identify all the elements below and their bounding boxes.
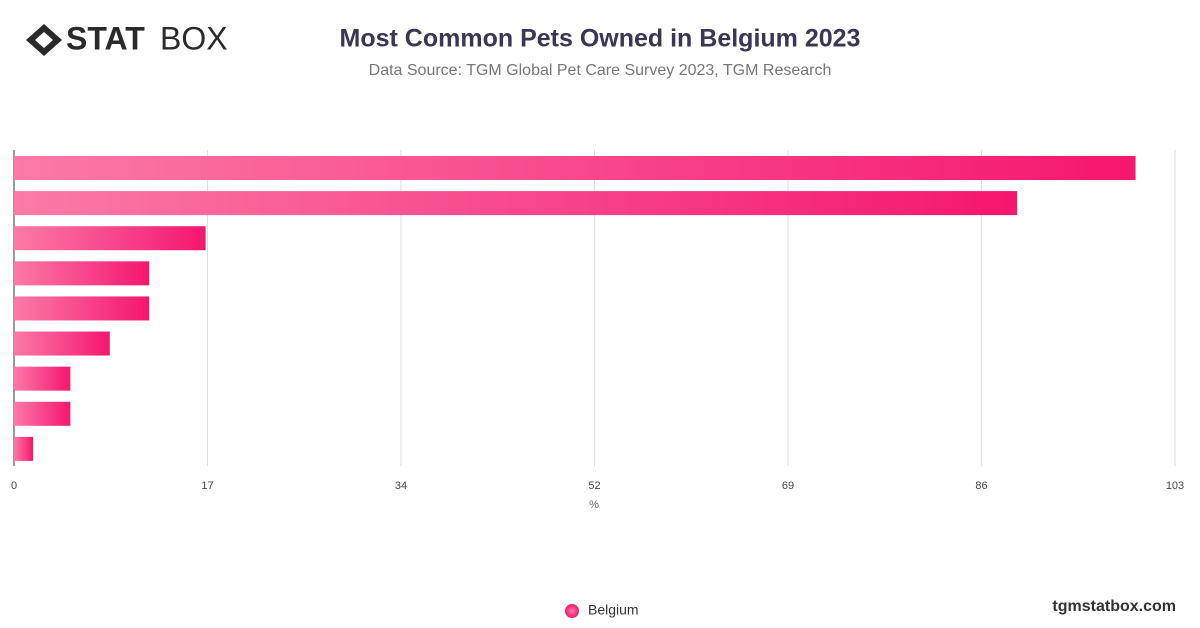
logo: STAT BOX: [26, 20, 228, 56]
x-tick-label: 17: [201, 480, 213, 492]
logo-icon: [26, 24, 62, 56]
legend-marker: [565, 604, 579, 618]
bar: [14, 226, 206, 251]
chart-subtitle: Data Source: TGM Global Pet Care Survey …: [369, 62, 832, 79]
bar: [14, 401, 71, 426]
legend-label: Belgium: [588, 602, 639, 618]
logo-text: STAT: [66, 20, 145, 56]
bar: [14, 436, 34, 461]
x-axis-label: %: [589, 499, 599, 511]
x-tick-label: 69: [782, 480, 794, 492]
bar: [14, 156, 1136, 180]
x-tick-label: 86: [975, 480, 987, 492]
footer: tgmstatbox.com: [1052, 598, 1176, 615]
bar: [14, 331, 110, 356]
bar: [14, 366, 71, 391]
x-tick-label: 34: [395, 480, 407, 492]
logo-text: BOX: [160, 20, 228, 56]
x-tick-label: 103: [1166, 480, 1184, 492]
bar: [14, 191, 1018, 216]
x-tick-label: 0: [11, 480, 17, 492]
bar: [14, 296, 150, 321]
x-tick-label: 52: [588, 480, 600, 492]
bar: [14, 261, 150, 286]
chart-title: Most Common Pets Owned in Belgium 2023: [340, 25, 861, 53]
